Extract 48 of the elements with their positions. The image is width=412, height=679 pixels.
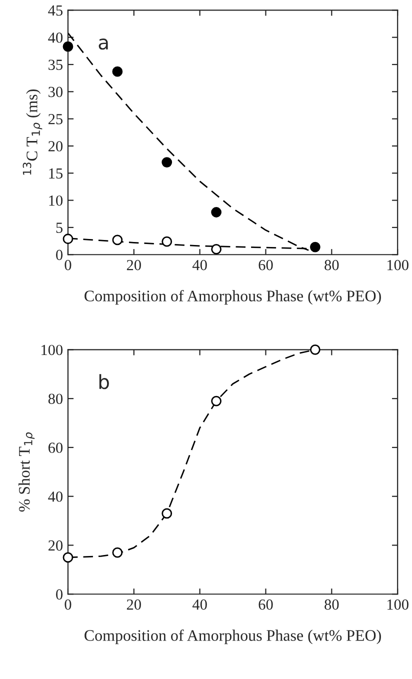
point [62, 41, 74, 52]
y-axis-title: $^{13}$C T$_{1ρ}$ (ms) [22, 90, 42, 175]
y-tick-label: 30 [48, 86, 63, 98]
y-tick-label: 5 [56, 222, 63, 233]
x-tick-label: 60 [258, 599, 273, 610]
point [112, 547, 123, 558]
y-axis-title: % Short T$_{1ρ}$ [18, 432, 35, 512]
point [62, 234, 74, 244]
x-tick-label: 0 [64, 260, 72, 270]
x-tick-label: 40 [192, 260, 207, 270]
y-tick-label: 20 [48, 141, 63, 152]
point [211, 396, 222, 406]
point [112, 66, 123, 77]
point [211, 244, 222, 254]
y-tick-label: 0 [56, 250, 63, 260]
y-tick-label: 60 [48, 442, 63, 453]
point [112, 234, 123, 246]
point [310, 242, 320, 252]
y-tick-label: 40 [48, 491, 63, 502]
x-tick-label: 60 [258, 260, 273, 270]
x-axis-title: Composition of Amorphous Phase (wt% PEO) [84, 630, 381, 644]
annotation: b [99, 374, 109, 390]
y-tick-label: 100 [42, 344, 63, 356]
x-tick-label: 100 [387, 599, 408, 610]
x-axis-title: Composition of Amorphous Phase (wt% PEO) [84, 290, 381, 305]
y-tick-label: 45 [48, 5, 63, 16]
y-tick-label: 40 [48, 32, 63, 43]
y-tick-label: 20 [48, 540, 63, 551]
x-tick-label: 20 [126, 599, 141, 610]
point [162, 157, 172, 168]
point [310, 344, 320, 355]
point [62, 552, 74, 563]
point [162, 508, 172, 519]
y-tick-label: 80 [48, 394, 63, 404]
y-tick-label: 0 [56, 589, 63, 600]
y-tick-label: 10 [49, 195, 63, 206]
x-tick-label: 20 [126, 260, 141, 270]
y-tick-label: 15 [49, 168, 63, 179]
x-tick-label: 80 [324, 599, 339, 610]
y-tick-label: 25 [48, 114, 63, 124]
x-tick-label: 40 [192, 599, 207, 610]
point [162, 236, 172, 247]
point [211, 207, 222, 218]
x-tick-label: 80 [324, 260, 339, 270]
x-tick-label: 100 [387, 260, 408, 270]
y-tick-label: 35 [48, 60, 63, 70]
x-tick-label: 0 [64, 599, 72, 610]
annotation: a [98, 38, 108, 50]
